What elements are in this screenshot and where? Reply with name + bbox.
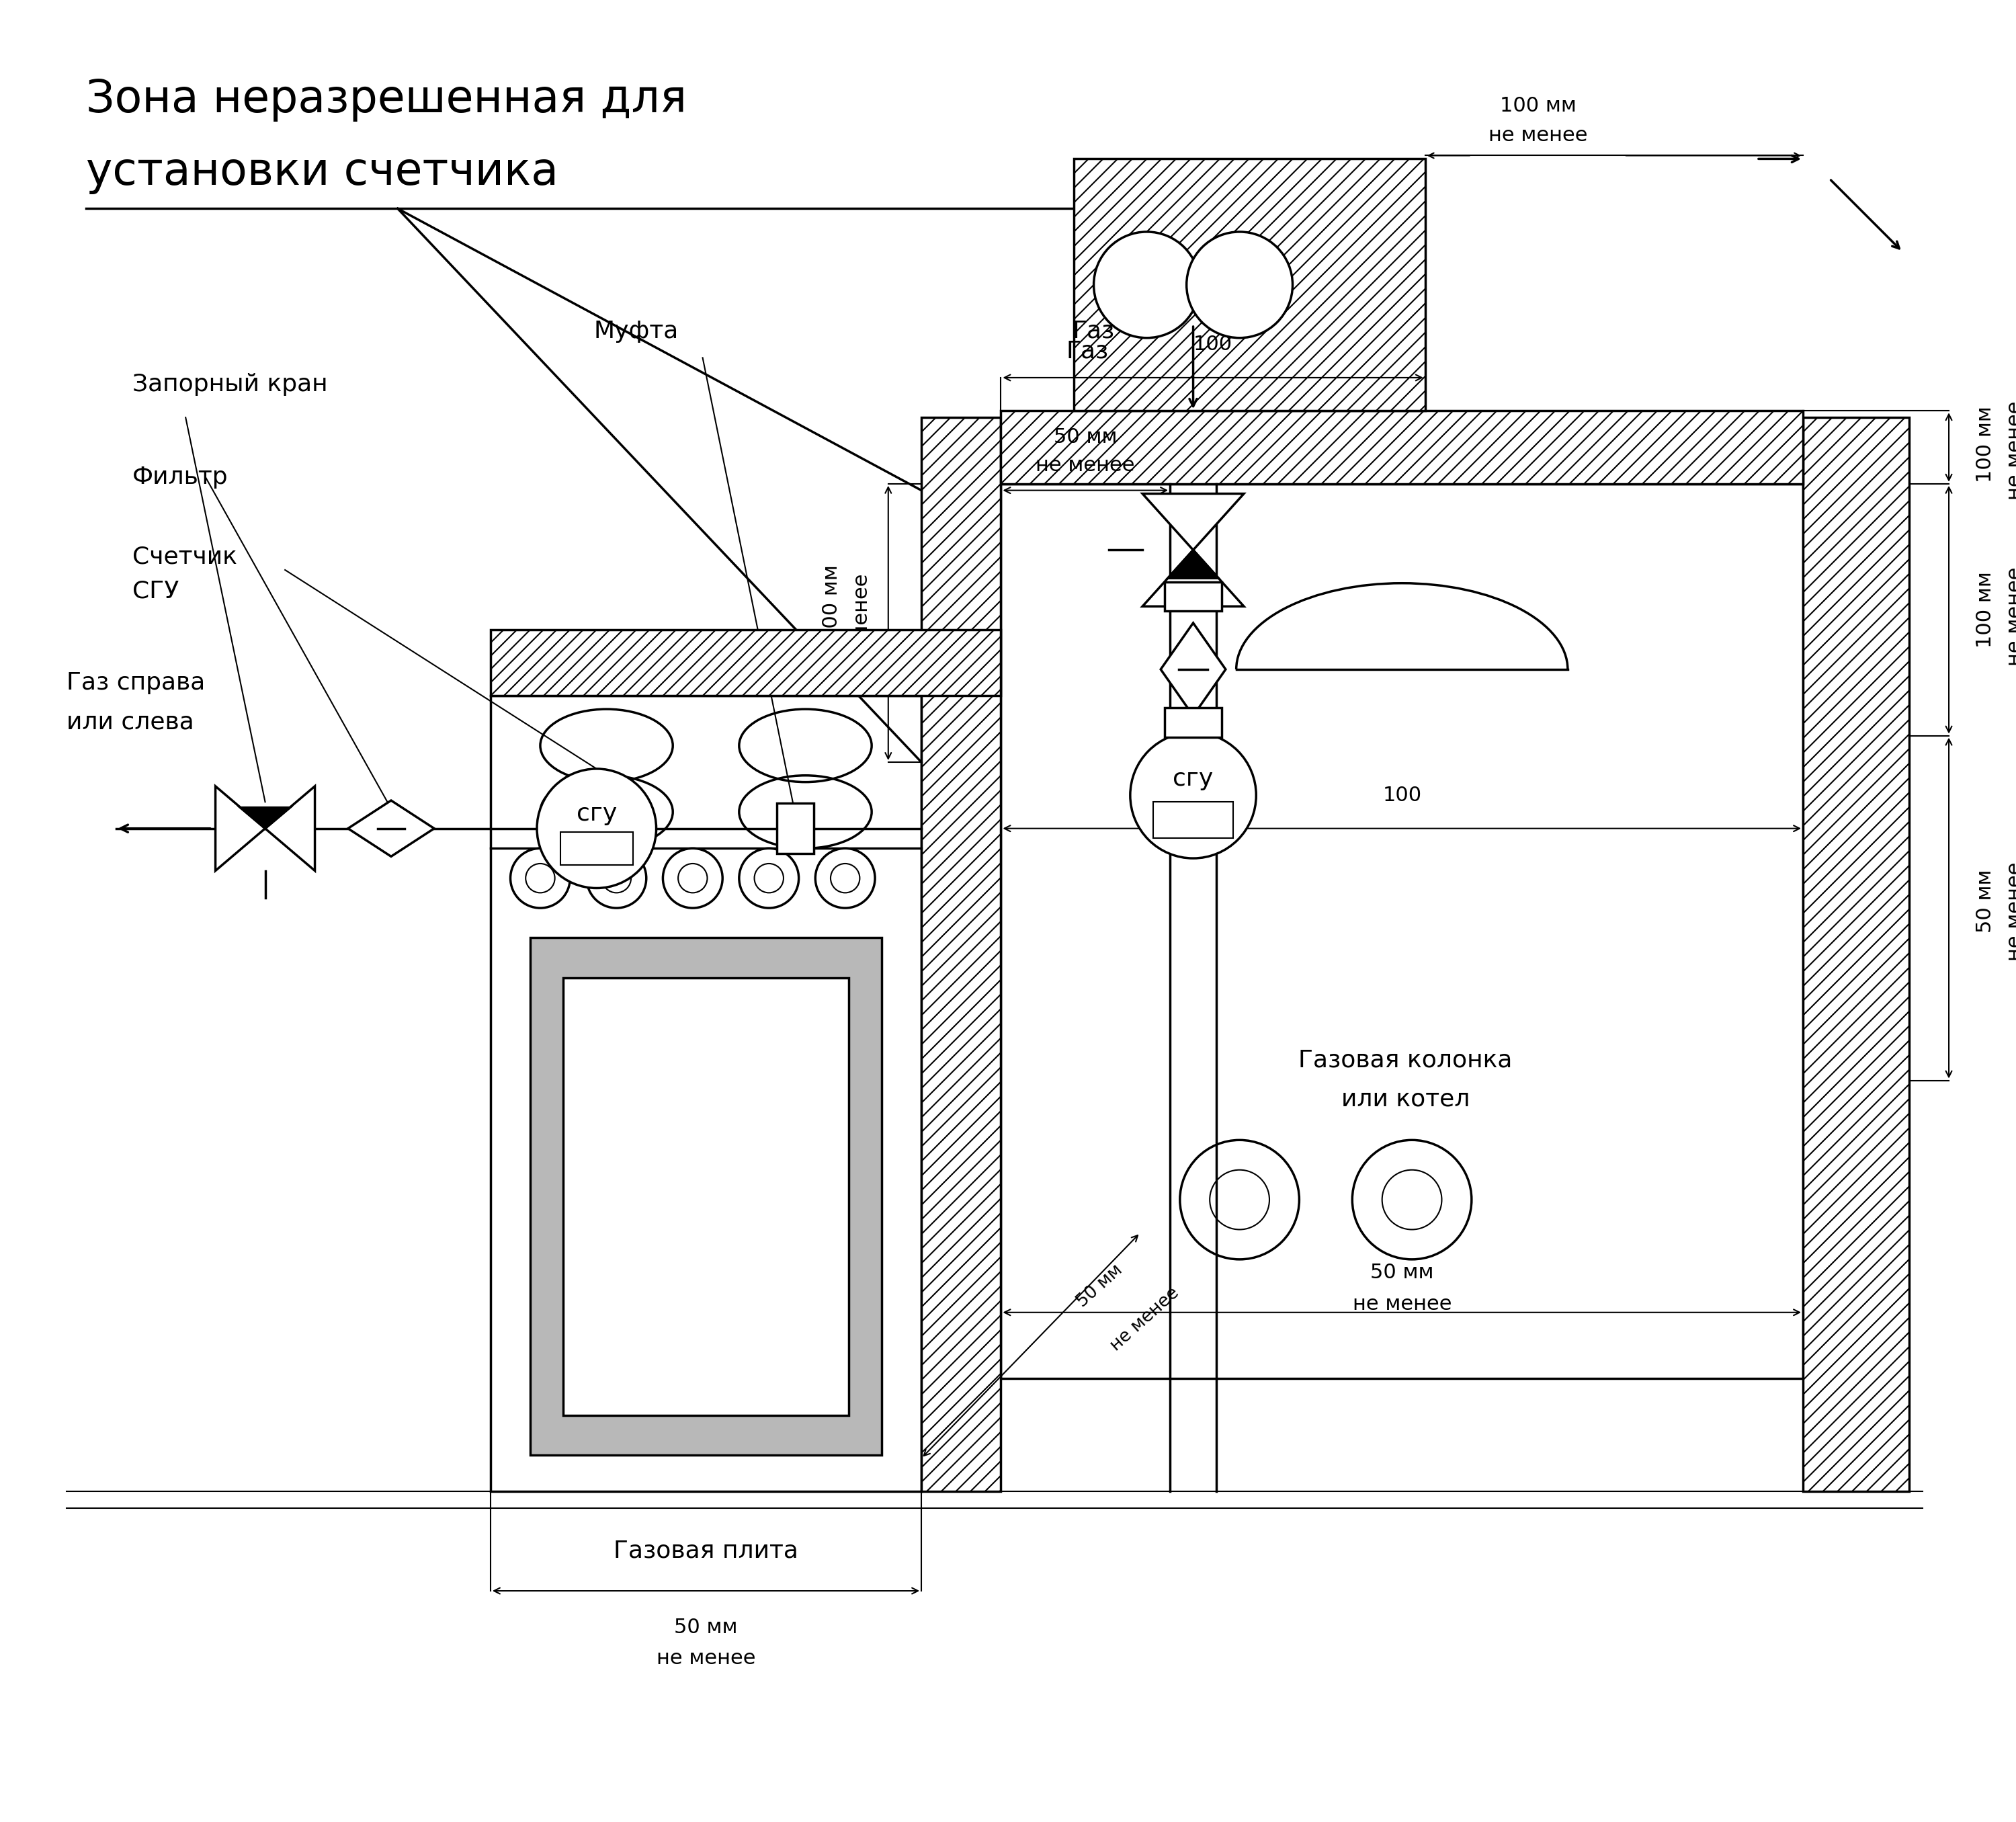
Bar — [490, 630, 1000, 696]
Bar — [1153, 802, 1234, 838]
Bar — [776, 804, 814, 855]
Bar — [1000, 483, 1802, 1379]
Bar — [490, 630, 1000, 696]
Text: 50 мм: 50 мм — [1075, 1261, 1127, 1310]
Polygon shape — [240, 807, 290, 829]
Circle shape — [663, 849, 722, 907]
Bar — [921, 417, 1000, 1492]
Text: не менее: не менее — [853, 574, 871, 672]
Text: Муфта: Муфта — [595, 321, 679, 343]
Text: Запорный кран: Запорный кран — [133, 374, 329, 395]
Circle shape — [536, 769, 657, 887]
Circle shape — [740, 849, 798, 907]
Text: 100 мм: 100 мм — [1500, 97, 1577, 115]
Circle shape — [587, 849, 647, 907]
Text: или котел: или котел — [1341, 1088, 1470, 1110]
Text: СГУ: СГУ — [133, 579, 179, 603]
Text: не менее: не менее — [2006, 401, 2016, 501]
Bar — [530, 938, 881, 1456]
Text: 100: 100 — [1383, 785, 1421, 805]
Text: не менее: не менее — [1036, 456, 1135, 476]
Bar — [1000, 410, 1802, 483]
Bar — [562, 978, 849, 1416]
Bar — [490, 696, 921, 1492]
Circle shape — [1353, 1141, 1472, 1259]
Text: не менее: не менее — [1353, 1295, 1452, 1314]
Text: 50 мм: 50 мм — [1976, 869, 1996, 933]
Polygon shape — [1143, 550, 1244, 607]
Bar — [1165, 707, 1222, 736]
Text: не менее: не менее — [657, 1649, 756, 1669]
Polygon shape — [1167, 550, 1218, 578]
Bar — [1075, 159, 1425, 410]
Text: сгу: сгу — [577, 802, 617, 825]
Polygon shape — [349, 800, 433, 856]
Bar — [921, 417, 1000, 1492]
Bar — [1075, 159, 1425, 410]
Bar — [1000, 410, 1802, 483]
Text: Газ: Газ — [1073, 321, 1115, 343]
Polygon shape — [1143, 494, 1244, 550]
Circle shape — [814, 849, 875, 907]
Text: не менее: не менее — [1107, 1285, 1183, 1354]
Text: Газовая плита: Газовая плита — [613, 1540, 798, 1563]
Bar — [1165, 581, 1222, 610]
Text: Газ: Газ — [1066, 339, 1109, 363]
Circle shape — [1131, 732, 1256, 858]
Text: не менее: не менее — [2006, 567, 2016, 665]
Text: 50 мм: 50 мм — [673, 1618, 738, 1636]
Bar — [1802, 417, 1909, 1492]
Polygon shape — [1161, 623, 1226, 716]
Text: Счетчик: Счетчик — [133, 545, 238, 568]
Text: не менее: не менее — [2006, 862, 2016, 960]
Text: установки счетчика: установки счетчика — [87, 149, 558, 195]
Text: или слева: или слева — [67, 711, 194, 734]
Circle shape — [1179, 1141, 1298, 1259]
Text: Газовая колонка: Газовая колонка — [1298, 1049, 1512, 1071]
Circle shape — [1187, 231, 1292, 337]
Text: 50 мм: 50 мм — [1371, 1263, 1433, 1283]
Text: Фильтр: Фильтр — [133, 466, 228, 488]
Text: 50 мм: 50 мм — [1054, 428, 1117, 446]
Text: сгу: сгу — [1173, 767, 1214, 791]
Text: 100 мм: 100 мм — [1976, 406, 1996, 483]
Bar — [560, 833, 633, 865]
Circle shape — [1095, 231, 1200, 337]
Text: Зона неразрешенная для: Зона неразрешенная для — [87, 77, 687, 122]
Polygon shape — [266, 787, 314, 871]
Bar — [1802, 417, 1909, 1492]
Text: 100 мм: 100 мм — [1976, 572, 1996, 649]
Polygon shape — [216, 787, 266, 871]
Text: 100: 100 — [1193, 335, 1232, 353]
Text: не менее: не менее — [1488, 126, 1587, 146]
Circle shape — [510, 849, 571, 907]
Text: Газ справа: Газ справа — [67, 670, 206, 694]
Text: 400 мм: 400 мм — [823, 565, 841, 641]
